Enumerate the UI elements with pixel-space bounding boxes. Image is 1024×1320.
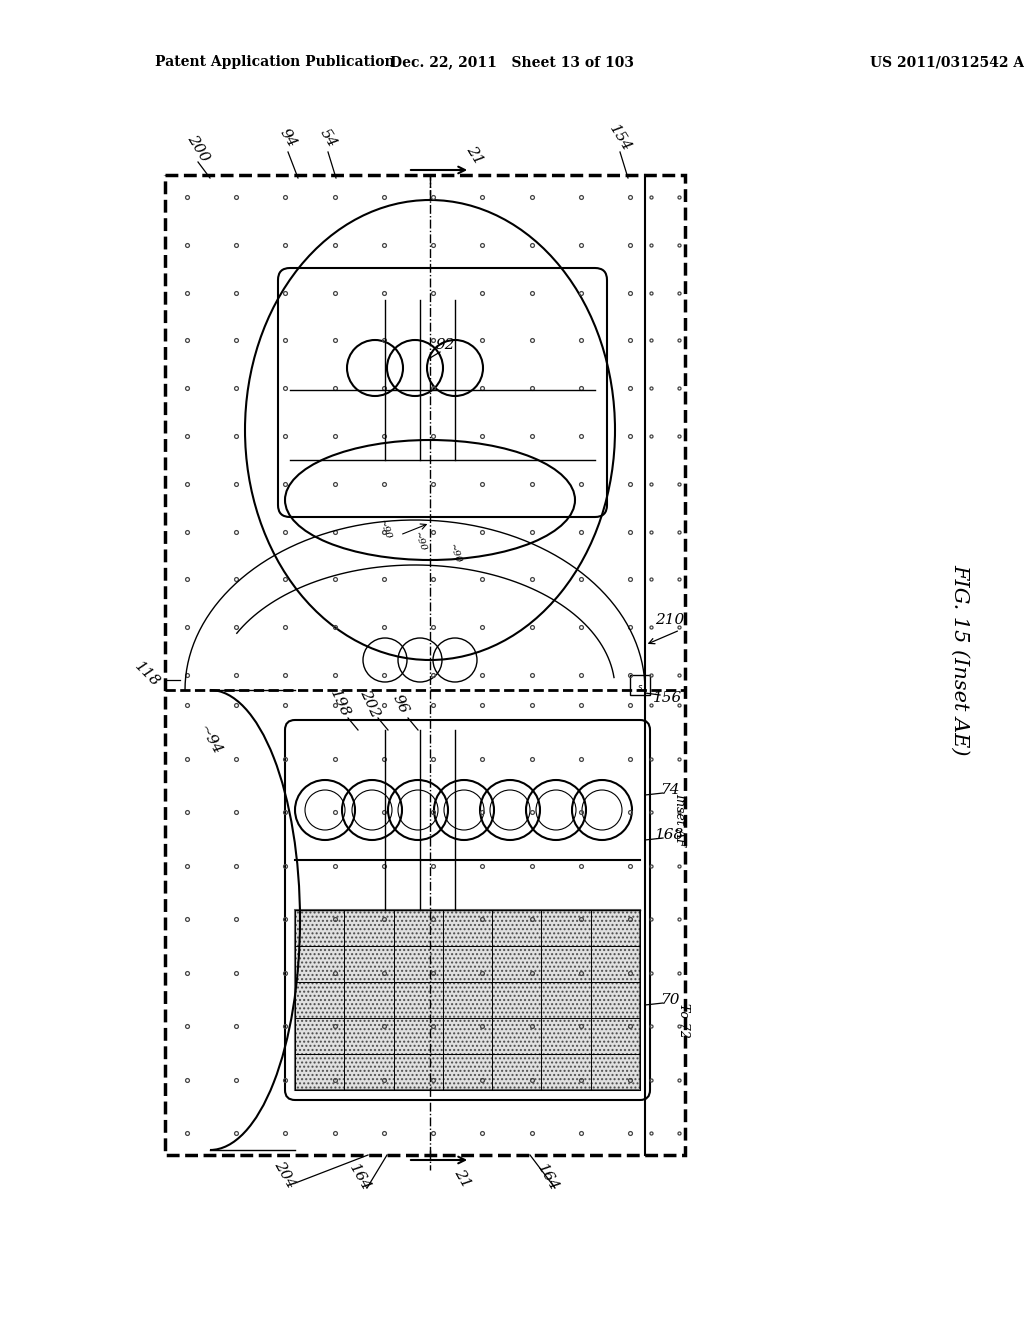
Text: 210: 210 (655, 612, 685, 627)
Bar (165, 176, 685, 1155)
Text: ~90: ~90 (377, 519, 393, 541)
Text: 200: 200 (184, 132, 212, 164)
Bar (295, 909, 640, 1090)
Text: Dec. 22, 2011   Sheet 13 of 103: Dec. 22, 2011 Sheet 13 of 103 (390, 55, 634, 69)
Text: 96: 96 (389, 692, 411, 715)
Text: 154: 154 (606, 121, 634, 154)
Text: To 72: To 72 (677, 1003, 689, 1038)
Text: FIG. 15 (Inset AE): FIG. 15 (Inset AE) (950, 564, 970, 756)
Text: US 2011/0312542 A1: US 2011/0312542 A1 (870, 55, 1024, 69)
Bar (630, 675, 650, 696)
Text: 168: 168 (655, 828, 685, 842)
Text: ~94: ~94 (196, 722, 224, 758)
Text: 21: 21 (451, 1166, 473, 1189)
Text: s: s (638, 682, 642, 692)
Text: 92: 92 (435, 338, 455, 352)
Text: 70: 70 (660, 993, 680, 1007)
Text: ~90: ~90 (413, 531, 428, 553)
Text: 202: 202 (357, 688, 383, 721)
Text: 156: 156 (653, 690, 683, 705)
Text: 118: 118 (132, 660, 162, 690)
Text: 164: 164 (347, 1162, 374, 1195)
Text: Inset AF: Inset AF (674, 793, 686, 846)
Text: Patent Application Publication: Patent Application Publication (155, 55, 394, 69)
Text: 21: 21 (464, 143, 486, 166)
Text: 204: 204 (271, 1159, 298, 1191)
Text: 198: 198 (328, 688, 352, 721)
Text: 74: 74 (660, 783, 680, 797)
Text: 54: 54 (316, 125, 339, 150)
Text: 94: 94 (276, 125, 299, 150)
Text: 164: 164 (535, 1162, 561, 1195)
Text: ~90: ~90 (447, 543, 463, 565)
